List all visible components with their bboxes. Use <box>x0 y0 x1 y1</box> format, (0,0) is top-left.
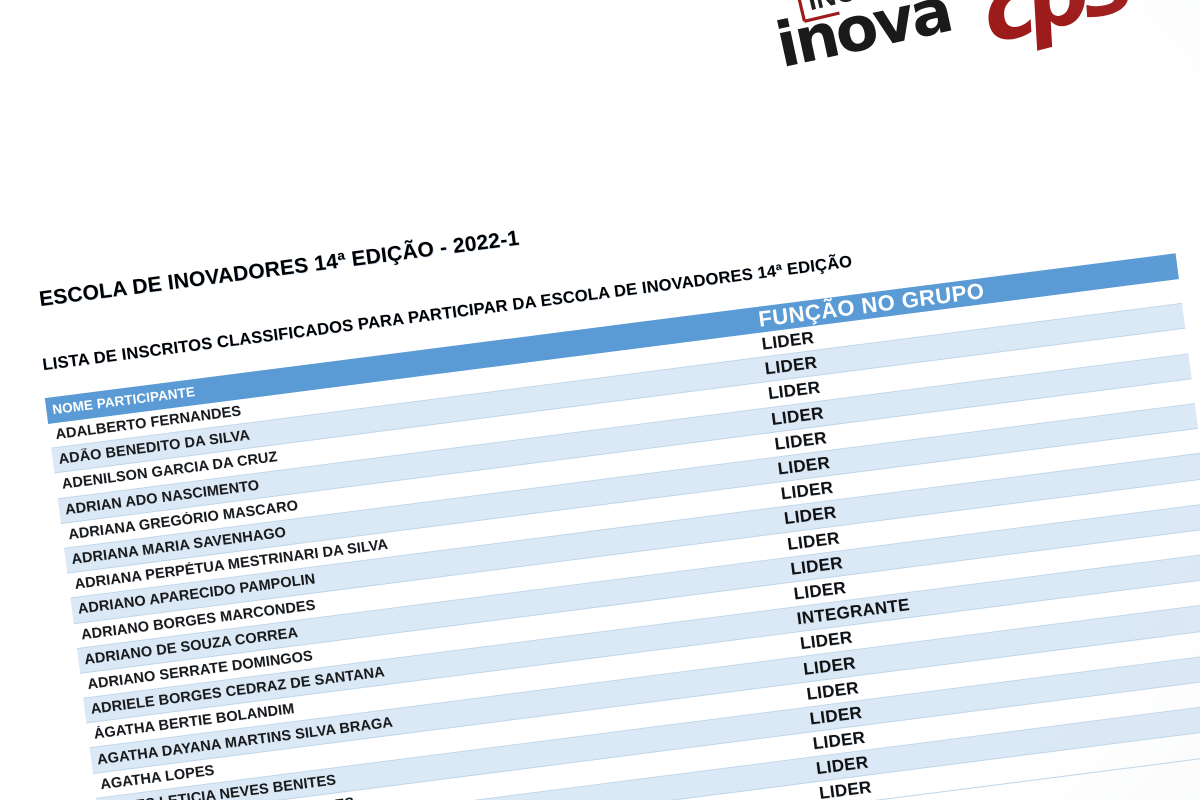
logo-wordmark-inova: inova <box>769 0 957 83</box>
table-body: ADALBERTO FERNANDES LIDER ADÃO BENEDITO DA… <box>48 279 1200 800</box>
logo-wordmark-cps: cps <box>970 0 1135 64</box>
document-title: ESCOLA DE INOVADORES 14ª EDIÇÃO - 2022-1 <box>37 226 521 311</box>
inova-cps-logo: ESCOLA DE INOVADORES inova cps <box>761 0 1177 104</box>
house-outline-icon <box>790 0 862 26</box>
